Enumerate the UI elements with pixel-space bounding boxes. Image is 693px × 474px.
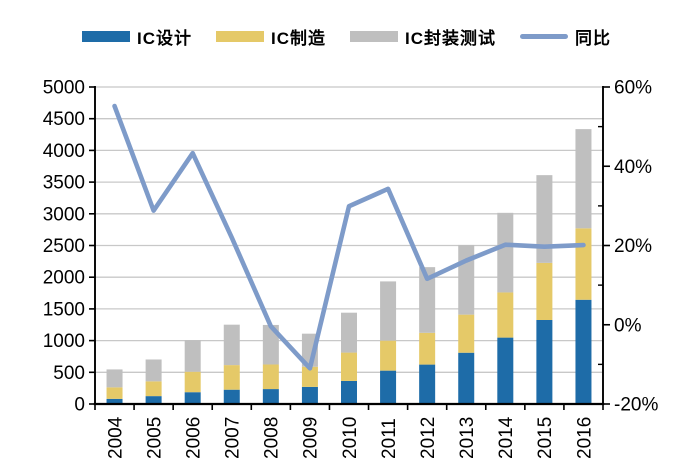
bar-segment-series1 (497, 292, 514, 338)
left-axis-label: 4000 (43, 141, 85, 162)
legend-label-ic-packaging-testing: IC封装测试 (405, 29, 496, 48)
legend-item-ic-design: IC设计 (82, 24, 192, 49)
legend: IC设计 IC制造 IC封装测试 同比 (0, 24, 693, 49)
bar-segment-series2 (262, 324, 279, 365)
bar-segment-series1 (184, 371, 201, 393)
bar-segment-series1 (458, 314, 475, 353)
bar-segment-series0 (419, 364, 436, 404)
bar-segment-series2 (184, 340, 201, 372)
bar-segment-series2 (536, 175, 553, 263)
right-axis-label: 40% (614, 157, 652, 178)
x-axis-label: 2010 (340, 417, 361, 459)
left-axis-label: 4500 (43, 109, 85, 130)
x-axis-label: 2008 (262, 417, 283, 459)
x-axis-label: 2012 (418, 417, 439, 459)
legend-label-ic-design: IC设计 (137, 29, 192, 48)
bar-segment-series0 (184, 392, 201, 404)
bar-segment-series0 (301, 386, 318, 404)
bar-segment-series2 (223, 324, 240, 366)
bar-segment-series2 (497, 212, 514, 293)
left-axis-label: 0 (74, 395, 85, 416)
bar-segment-series0 (458, 352, 475, 404)
x-axis-label: 2007 (223, 417, 244, 459)
bar-segment-series0 (145, 396, 162, 404)
bar-segment-series1 (380, 340, 397, 371)
bar-segment-series1 (575, 228, 592, 300)
x-axis-label: 2015 (535, 417, 556, 459)
right-axis-label: 20% (614, 236, 652, 257)
left-axis-label: 1500 (43, 299, 85, 320)
left-axis-label: 1000 (43, 331, 85, 352)
x-axis-label: 2014 (496, 416, 517, 459)
bar-segment-series1 (145, 381, 162, 397)
x-axis-label: 2013 (457, 417, 478, 459)
bar-segment-series1 (419, 332, 436, 365)
legend-item-yoy: 同比 (520, 24, 611, 49)
bar-segment-series2 (575, 129, 592, 229)
yoy-line-swatch-icon (520, 34, 568, 39)
legend-label-yoy: 同比 (575, 29, 611, 48)
bar-segment-series0 (536, 319, 553, 404)
bar-segment-series0 (223, 389, 240, 404)
bar-segment-series2 (145, 359, 162, 382)
bar-segment-series1 (301, 366, 318, 387)
x-axis-label: 2006 (183, 417, 204, 459)
x-axis-label: 2005 (144, 417, 165, 459)
legend-item-ic-manufacturing: IC制造 (216, 24, 326, 49)
bar-segment-series0 (497, 337, 514, 404)
bar-segment-series1 (106, 387, 123, 399)
right-axis-label: 60% (614, 78, 652, 99)
legend-item-ic-packaging-testing: IC封装测试 (350, 24, 496, 49)
left-axis-label: 5000 (43, 78, 85, 99)
bar-segment-series0 (262, 389, 279, 404)
bar-segment-series0 (341, 380, 357, 404)
bar-segment-series1 (262, 364, 279, 390)
yoy-line (112, 103, 586, 371)
left-axis-label: 3500 (43, 173, 85, 194)
right-axis-label: 0% (614, 315, 642, 336)
left-axis-label: 500 (53, 363, 85, 384)
right-axis-label: -20% (614, 395, 658, 416)
bar-segment-series1 (223, 365, 240, 390)
left-axis-label: 2000 (43, 268, 85, 289)
ic-design-swatch-icon (82, 31, 130, 42)
ic-manufacturing-swatch-icon (216, 31, 264, 42)
left-axis-label: 3000 (43, 204, 85, 225)
bar-segment-series2 (106, 369, 123, 388)
x-axis-label: 2009 (301, 417, 322, 459)
left-axis-label: 2500 (43, 236, 85, 257)
x-axis-label: 2004 (105, 416, 126, 459)
x-axis-label: 2016 (574, 417, 595, 459)
bar-segment-series1 (341, 352, 357, 381)
bar-segment-series2 (341, 312, 357, 353)
bar-segment-series0 (380, 370, 397, 404)
bar-segment-series0 (106, 398, 123, 404)
bar-segment-series0 (575, 299, 592, 404)
bar-segment-series2 (419, 267, 436, 333)
bar-segment-series2 (458, 244, 475, 315)
bar-segment-series1 (536, 262, 553, 320)
x-axis-label: 2011 (379, 418, 400, 459)
ic-packaging-testing-swatch-icon (350, 31, 398, 42)
legend-label-ic-manufacturing: IC制造 (271, 29, 326, 48)
bar-segment-series2 (380, 281, 397, 341)
